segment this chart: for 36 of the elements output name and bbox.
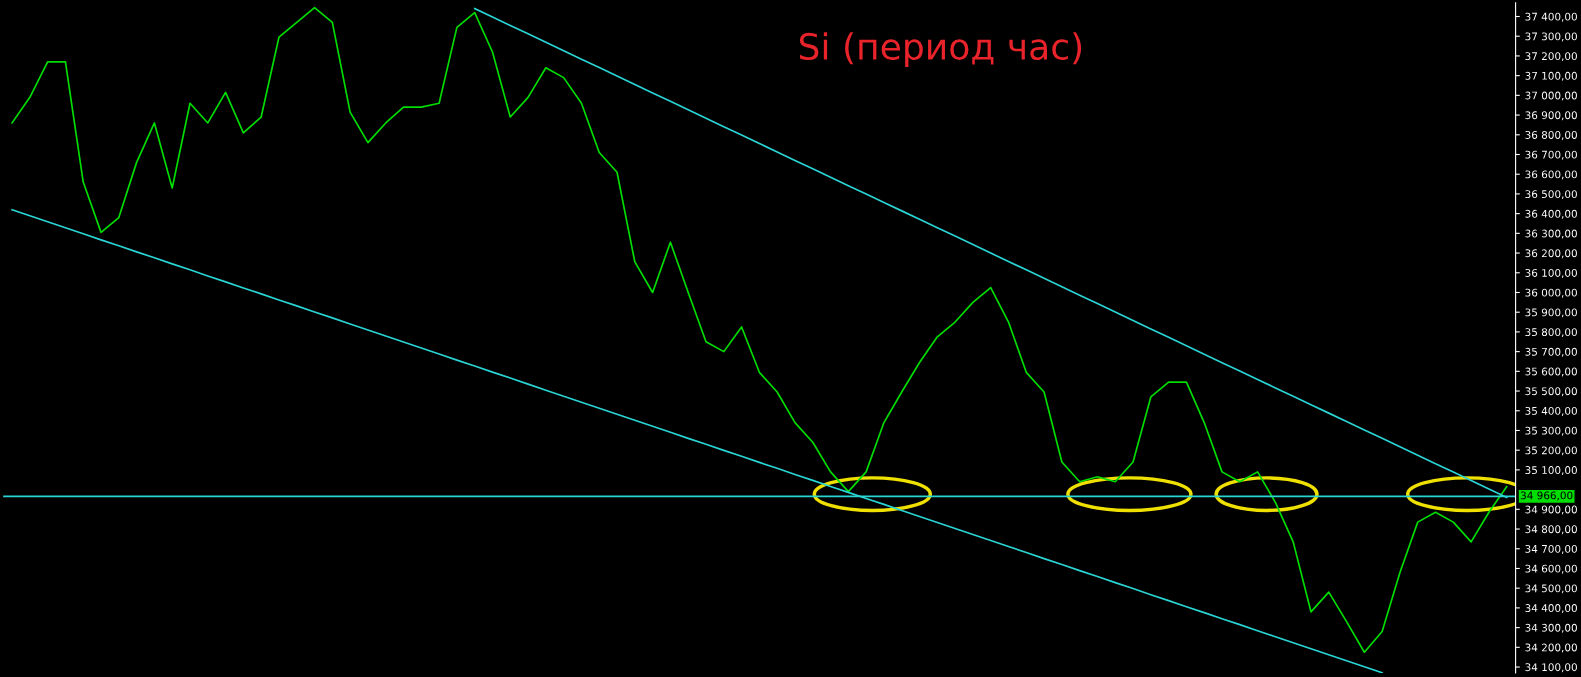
line-series	[11, 6, 1508, 654]
y-tick-label: 35 500,00	[1525, 387, 1577, 397]
y-tick-label: 34 300,00	[1525, 623, 1577, 633]
y-tick-label: 36 300,00	[1525, 229, 1577, 239]
y-tick-label: 36 500,00	[1525, 190, 1577, 200]
ref-line-label: 34 966,00	[1520, 491, 1573, 501]
y-tick-label: 35 800,00	[1525, 328, 1577, 338]
y-tick-label: 37 000,00	[1525, 91, 1577, 101]
y-tick-label: 35 400,00	[1525, 406, 1577, 416]
y-tick-label: 37 400,00	[1525, 12, 1577, 22]
y-tick-label: 34 800,00	[1525, 525, 1577, 535]
y-tick-label: 35 700,00	[1525, 347, 1577, 357]
y-tick-label: 34 400,00	[1525, 604, 1577, 614]
y-tick-label: 35 100,00	[1525, 466, 1577, 476]
y-tick-label: 34 900,00	[1525, 505, 1577, 515]
y-tick-label: 34 600,00	[1525, 564, 1577, 574]
y-tick-label: 37 100,00	[1525, 71, 1577, 81]
y-tick-label: 35 600,00	[1525, 367, 1577, 377]
y-tick-label: 36 400,00	[1525, 209, 1577, 219]
y-tick-label: 36 700,00	[1525, 150, 1577, 160]
y-tick-label: 37 200,00	[1525, 52, 1577, 62]
y-tick-label: 37 300,00	[1525, 32, 1577, 42]
y-tick-label: 34 100,00	[1525, 663, 1577, 673]
text: Si (период час)	[799, 32, 1082, 68]
y-tick-label: 36 200,00	[1525, 249, 1577, 259]
y-tick-label: 35 300,00	[1525, 426, 1577, 436]
y-tick-label: 36 600,00	[1525, 170, 1577, 180]
y-tick-label: 36 800,00	[1525, 131, 1577, 140]
y-tick-label: 36 000,00	[1525, 288, 1577, 298]
y-tick-label: 36 900,00	[1525, 111, 1577, 121]
y-tick-label: 35 900,00	[1525, 308, 1577, 318]
y-tick-label: 34 500,00	[1525, 584, 1577, 594]
y-tick-label: 34 200,00	[1525, 643, 1577, 653]
y-tick-label: 34 700,00	[1525, 544, 1577, 554]
y-tick-label: 35 200,00	[1525, 446, 1577, 456]
y-tick-label: 36 100,00	[1525, 269, 1577, 278]
